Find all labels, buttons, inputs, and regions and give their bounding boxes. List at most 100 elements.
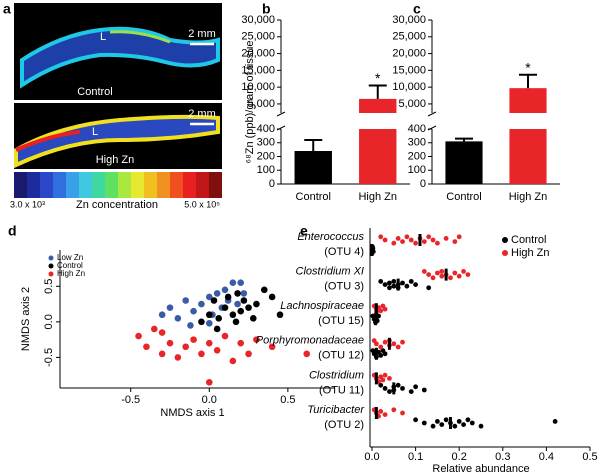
- point: [382, 339, 388, 345]
- point: [400, 410, 405, 416]
- point: [221, 286, 229, 294]
- y-tick-label: 15,000: [392, 64, 426, 76]
- point: [378, 409, 384, 414]
- y-tick-label: 0: [420, 178, 426, 190]
- point: [456, 419, 462, 424]
- point: [395, 344, 401, 350]
- x-tick-label: High Zn: [509, 191, 548, 203]
- point: [190, 336, 197, 343]
- point: [150, 325, 158, 333]
- point: [382, 306, 388, 312]
- point: [391, 240, 397, 246]
- point: [253, 336, 260, 343]
- point: [391, 407, 397, 413]
- point: [158, 329, 166, 336]
- point: [426, 272, 432, 277]
- point: [452, 270, 458, 276]
- point: [249, 314, 257, 322]
- y-tick-label: 100: [257, 164, 275, 176]
- point: [387, 389, 392, 394]
- colorbar-cell: [105, 172, 118, 198]
- bar: [509, 129, 547, 184]
- point: [395, 236, 401, 241]
- point: [387, 376, 392, 381]
- x-tick-label: -0.5: [121, 394, 140, 406]
- point: [166, 304, 174, 311]
- point: [404, 283, 410, 289]
- point: [190, 307, 197, 315]
- category-otu: (OTU 15): [318, 315, 364, 327]
- point: [182, 343, 190, 351]
- x-tick-label: 0.5: [582, 451, 597, 463]
- point: [276, 311, 284, 319]
- panel-label: d: [8, 223, 17, 239]
- point: [373, 341, 379, 347]
- colorbar-cell: [66, 172, 79, 198]
- colorbar-cell: [79, 172, 92, 198]
- lumen-label: L: [92, 126, 98, 138]
- point: [378, 344, 384, 350]
- y-tick-label: 5,000: [247, 98, 275, 110]
- point: [174, 354, 182, 361]
- point: [382, 237, 388, 243]
- y-tick-label: 20,000: [241, 47, 275, 59]
- point: [443, 417, 449, 423]
- y-tick-label: 400: [408, 123, 426, 135]
- point: [400, 339, 405, 345]
- category-otu: (OTU 3): [324, 281, 364, 293]
- point: [221, 304, 229, 311]
- point: [245, 304, 252, 311]
- bar: [445, 141, 483, 184]
- point: [391, 341, 397, 347]
- bar: [359, 98, 397, 113]
- point: [469, 420, 475, 426]
- x-tick-label: Control: [296, 191, 331, 203]
- colorbar-cell: [118, 172, 131, 198]
- point: [426, 234, 432, 240]
- point: [232, 318, 240, 326]
- y-tick-label: -0.5: [43, 348, 55, 367]
- point: [413, 240, 418, 246]
- colorbar-cell: [183, 172, 196, 198]
- point: [135, 332, 142, 340]
- y-tick-label: 10,000: [241, 81, 275, 93]
- point: [237, 279, 245, 287]
- legend-label: Low Zn: [57, 253, 83, 262]
- point: [382, 351, 388, 357]
- category-label: Clostridium: [309, 369, 364, 381]
- tissue-detail: [15, 130, 81, 152]
- x-tick-label: 0.5: [280, 394, 295, 406]
- point: [439, 422, 445, 427]
- point: [205, 311, 213, 319]
- legend-marker: [502, 250, 508, 256]
- point: [421, 387, 427, 393]
- legend-marker: [502, 237, 508, 243]
- point: [478, 423, 484, 429]
- point: [260, 286, 268, 294]
- point: [237, 339, 245, 347]
- point: [435, 419, 440, 424]
- point: [448, 275, 453, 281]
- point: [174, 314, 182, 322]
- point: [439, 273, 445, 279]
- category-label: Turicibacter: [307, 404, 365, 416]
- point: [210, 297, 218, 304]
- x-tick-label: 0.2: [452, 451, 467, 463]
- tissue: [14, 114, 220, 169]
- point: [465, 272, 471, 277]
- panel-label: e: [300, 223, 308, 239]
- category-label: Clostridium XI: [296, 266, 364, 278]
- point: [205, 319, 213, 327]
- point: [439, 269, 445, 274]
- tissue-detail: [109, 30, 171, 44]
- colorbar-cell: [27, 172, 40, 198]
- point: [378, 308, 384, 314]
- point: [378, 353, 384, 358]
- y-tick-label: 15,000: [241, 64, 275, 76]
- x-tick-label: Control: [446, 191, 481, 203]
- point: [382, 412, 388, 417]
- y-tick-label: 0.0: [43, 314, 55, 329]
- legend-label: Control: [57, 261, 83, 270]
- point: [400, 280, 405, 286]
- point: [426, 285, 432, 291]
